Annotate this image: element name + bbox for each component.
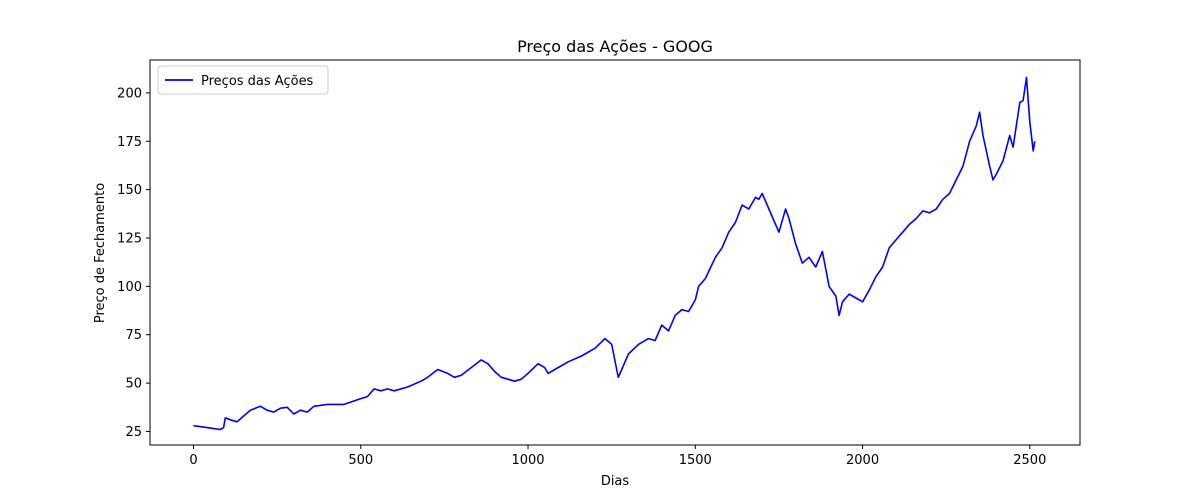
y-tick-label: 75 [125, 328, 142, 343]
y-tick-label: 125 [117, 231, 142, 246]
series-line-0 [193, 76, 1036, 431]
x-tick-label: 500 [348, 453, 373, 468]
chart-title: Preço das Ações - GOOG [517, 37, 713, 56]
x-axis: 0 500 1000 1500 2000 2500 [189, 445, 1046, 468]
x-tick-label: 0 [189, 453, 197, 468]
y-axis-label: Preço de Fechamento [93, 183, 108, 323]
legend-box [157, 65, 329, 95]
plot-area [149, 59, 1081, 446]
y-tick-label: 25 [125, 425, 142, 440]
y-tick-label: 175 [117, 135, 142, 150]
plot-frame [149, 59, 1081, 446]
y-tick-label: 200 [117, 86, 142, 101]
x-tick-label: 2000 [846, 453, 879, 468]
x-tick-label: 2500 [1013, 453, 1046, 468]
y-tick-label: 100 [117, 280, 142, 295]
x-tick-label: 1000 [511, 453, 544, 468]
x-tick-label: 1500 [679, 453, 712, 468]
y-tick-label: 50 [125, 377, 142, 392]
legend-label: Preços das Ações [201, 74, 314, 89]
y-axis: 25 50 75 100 125 150 175 200 [117, 86, 150, 440]
x-axis-label: Dias [601, 474, 630, 489]
legend: Preços das Ações [157, 65, 329, 95]
y-tick-label: 150 [117, 183, 142, 198]
